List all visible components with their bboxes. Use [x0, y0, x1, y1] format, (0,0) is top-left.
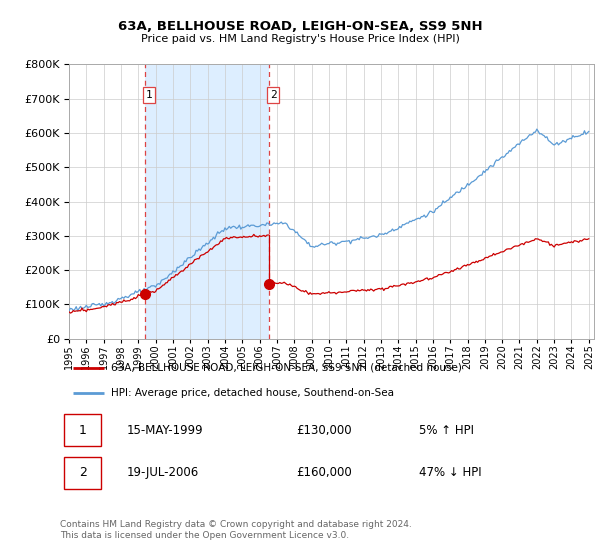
Text: 2: 2 [270, 90, 277, 100]
Text: 5% ↑ HPI: 5% ↑ HPI [419, 423, 474, 437]
Text: 19-JUL-2006: 19-JUL-2006 [127, 466, 199, 479]
Text: 63A, BELLHOUSE ROAD, LEIGH-ON-SEA, SS9 5NH: 63A, BELLHOUSE ROAD, LEIGH-ON-SEA, SS9 5… [118, 20, 482, 32]
Text: 1: 1 [79, 423, 86, 437]
Text: £130,000: £130,000 [296, 423, 352, 437]
FancyBboxPatch shape [64, 456, 101, 489]
Text: Price paid vs. HM Land Registry's House Price Index (HPI): Price paid vs. HM Land Registry's House … [140, 34, 460, 44]
Text: 47% ↓ HPI: 47% ↓ HPI [419, 466, 482, 479]
Text: 15-MAY-1999: 15-MAY-1999 [127, 423, 203, 437]
Text: £160,000: £160,000 [296, 466, 352, 479]
Text: HPI: Average price, detached house, Southend-on-Sea: HPI: Average price, detached house, Sout… [112, 388, 394, 398]
FancyBboxPatch shape [64, 414, 101, 446]
Text: Contains HM Land Registry data © Crown copyright and database right 2024.
This d: Contains HM Land Registry data © Crown c… [60, 520, 412, 540]
Text: 1: 1 [146, 90, 152, 100]
Text: 2: 2 [79, 466, 86, 479]
Bar [145, 64, 269, 339]
Text: 63A, BELLHOUSE ROAD, LEIGH-ON-SEA, SS9 5NH (detached house): 63A, BELLHOUSE ROAD, LEIGH-ON-SEA, SS9 5… [112, 363, 462, 373]
